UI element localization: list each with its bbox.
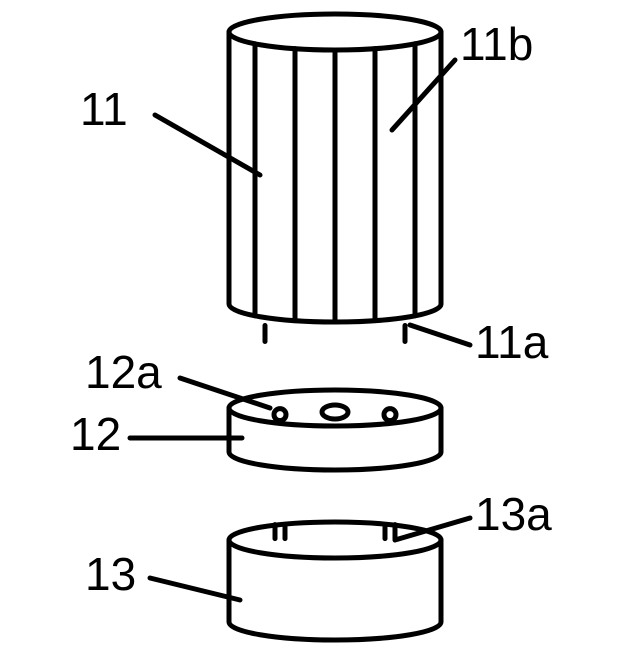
leader-l11b [392, 60, 455, 130]
label-l12: 12 [70, 408, 121, 460]
leader-l12a [180, 378, 270, 408]
label-l11: 11 [80, 83, 128, 135]
label-l13: 13 [85, 548, 136, 600]
leader-l11 [155, 115, 260, 175]
mid-disk [229, 390, 441, 470]
bottom-cylinder [229, 522, 441, 640]
label-l12a: 12a [85, 346, 162, 398]
label-l11a: 11a [475, 316, 549, 368]
label-l13a: 13a [475, 488, 552, 540]
label-l11b: 11b [460, 18, 533, 70]
top-cylinder [229, 14, 441, 342]
leader-l11a [410, 325, 470, 345]
